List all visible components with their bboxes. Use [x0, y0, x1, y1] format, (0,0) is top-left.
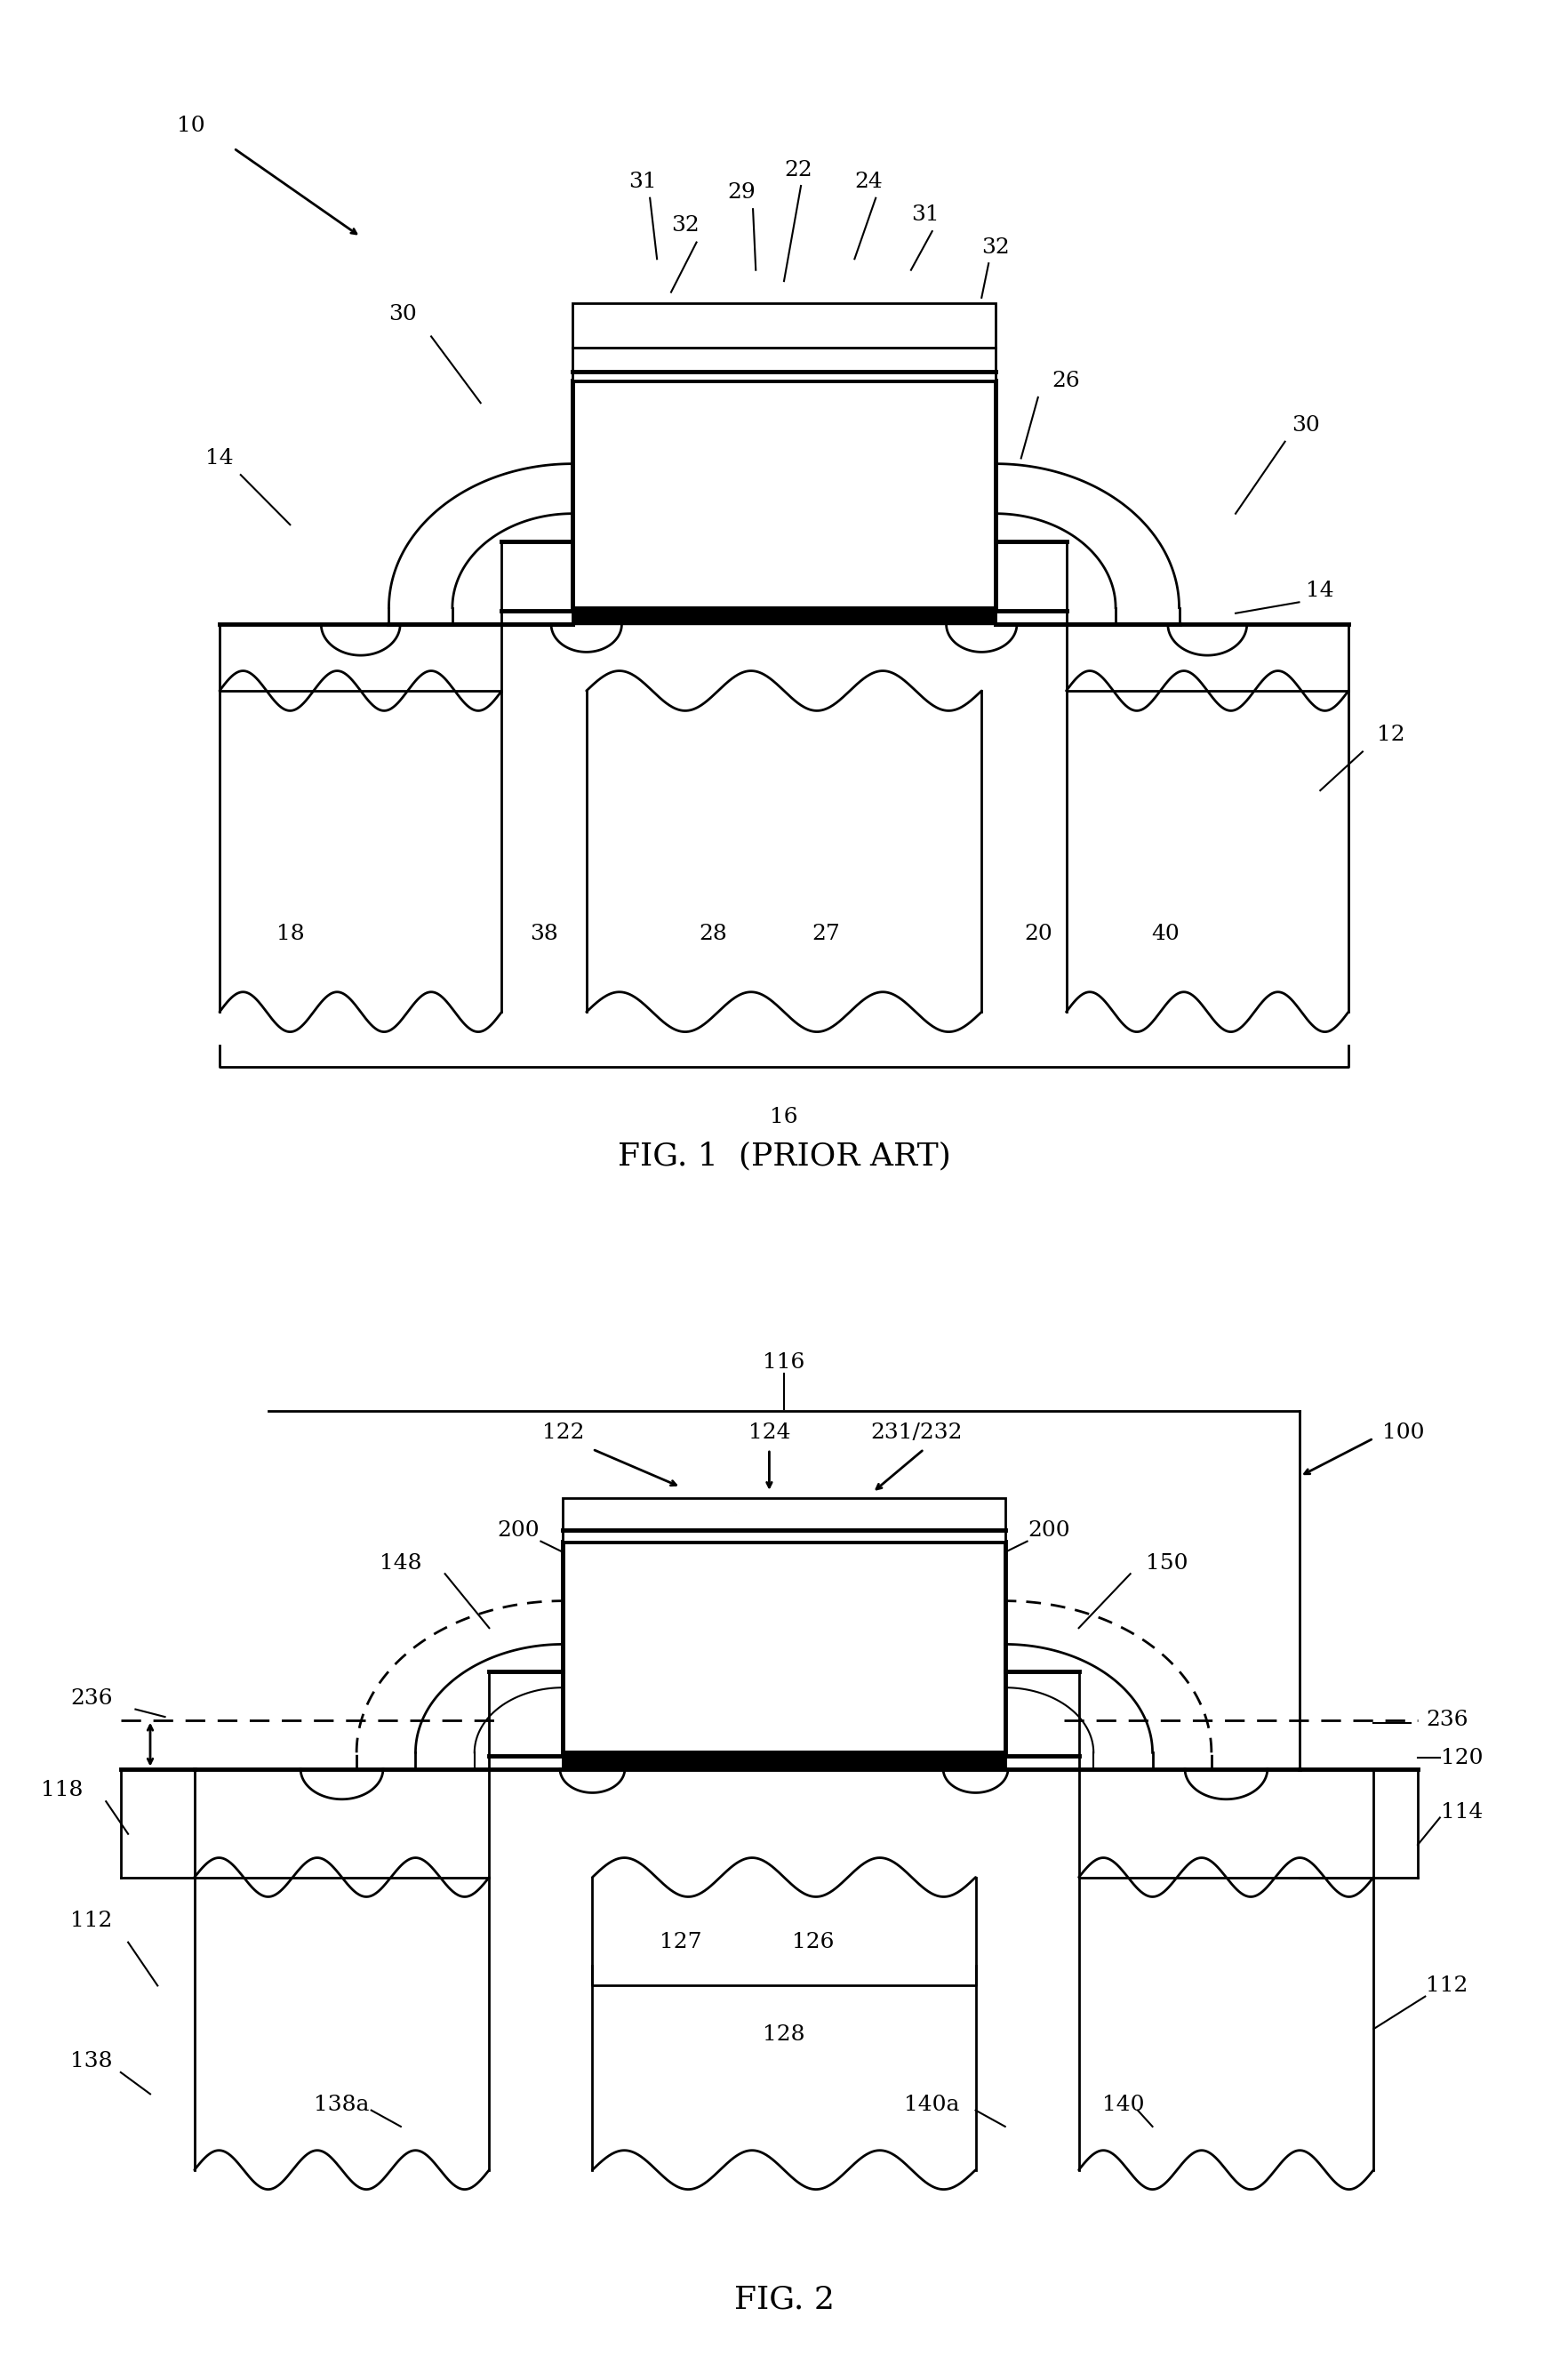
Text: 38: 38: [530, 924, 558, 945]
Text: 29: 29: [728, 181, 756, 203]
Text: 138: 138: [71, 2052, 113, 2071]
Text: 10: 10: [177, 115, 205, 137]
Text: 32: 32: [671, 214, 699, 236]
Text: 236: 236: [1427, 1710, 1468, 1729]
Bar: [572, 304, 996, 349]
Text: 20: 20: [1024, 924, 1052, 945]
Text: 118: 118: [41, 1781, 83, 1800]
Text: 28: 28: [699, 924, 728, 945]
Text: 31: 31: [911, 205, 939, 224]
Text: FIG. 1  (PRIOR ART): FIG. 1 (PRIOR ART): [618, 1140, 950, 1171]
Text: 26: 26: [1052, 370, 1080, 391]
Bar: [563, 1541, 1005, 1753]
Text: 124: 124: [748, 1423, 790, 1444]
Text: 231/232: 231/232: [870, 1423, 963, 1444]
Text: 16: 16: [770, 1107, 798, 1126]
Text: 40: 40: [1151, 924, 1179, 945]
Text: 112: 112: [1427, 1974, 1468, 1996]
Text: 27: 27: [812, 924, 840, 945]
Text: 18: 18: [276, 924, 304, 945]
Text: 14: 14: [205, 448, 234, 469]
Text: 31: 31: [629, 172, 657, 191]
Text: 114: 114: [1441, 1802, 1483, 1824]
Text: 148: 148: [379, 1553, 422, 1574]
Text: 127: 127: [660, 1932, 702, 1953]
Text: 100: 100: [1381, 1423, 1424, 1444]
Text: 120: 120: [1441, 1748, 1483, 1769]
Text: 14: 14: [1306, 582, 1334, 601]
Text: 200: 200: [497, 1520, 539, 1541]
Text: 126: 126: [792, 1932, 834, 1953]
Bar: [572, 382, 996, 608]
Text: 140: 140: [1102, 2094, 1145, 2116]
Bar: [572, 349, 996, 382]
Text: FIG. 2: FIG. 2: [734, 2285, 834, 2316]
Text: 200: 200: [1029, 1520, 1071, 1541]
Text: 138a: 138a: [314, 2094, 370, 2116]
Bar: [563, 1753, 1005, 1769]
Text: 112: 112: [71, 1911, 113, 1932]
Text: 140a: 140a: [903, 2094, 960, 2116]
Bar: [563, 1498, 1005, 1541]
Text: 122: 122: [543, 1423, 583, 1444]
Text: 24: 24: [855, 172, 883, 191]
Bar: [572, 608, 996, 624]
Text: 150: 150: [1146, 1553, 1189, 1574]
Text: 128: 128: [764, 2024, 804, 2045]
Text: 12: 12: [1377, 726, 1405, 744]
Text: 22: 22: [784, 160, 812, 181]
Text: 236: 236: [71, 1689, 113, 1708]
Text: 30: 30: [389, 304, 417, 325]
Text: 32: 32: [982, 238, 1010, 259]
Text: 116: 116: [764, 1352, 804, 1374]
Text: 30: 30: [1292, 415, 1320, 436]
